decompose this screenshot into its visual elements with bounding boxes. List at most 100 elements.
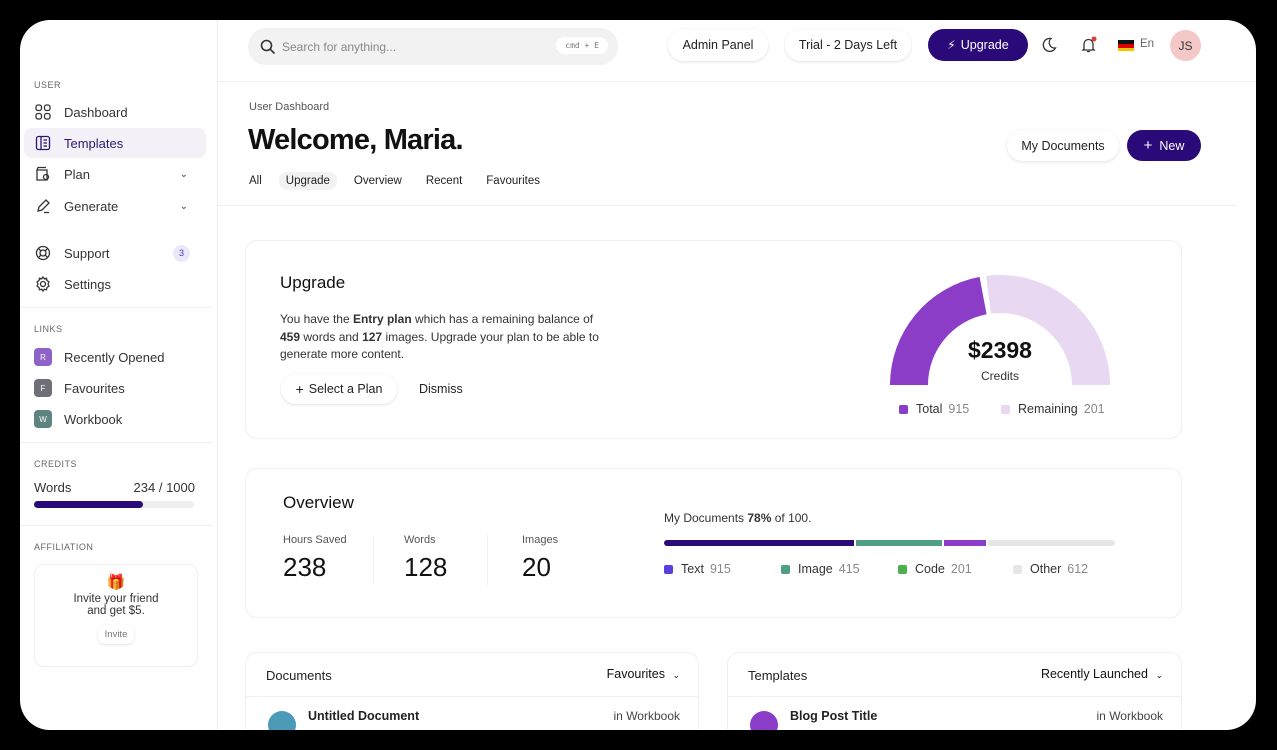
divider [728, 696, 1181, 697]
sidebar-link-recently-opened[interactable]: R Recently Opened [24, 342, 206, 372]
sidebar-link-favourites[interactable]: F Favourites [24, 373, 206, 403]
sidebar-item-settings[interactable]: Settings [24, 269, 206, 299]
search-placeholder: Search for anything... [282, 39, 397, 54]
gear-icon [34, 275, 52, 293]
main-content: User Dashboard Welcome, Maria. All Upgrad… [218, 82, 1256, 730]
wallet-icon [34, 165, 52, 183]
upgrade-card: Upgrade You have the Entry plan which ha… [245, 240, 1182, 439]
upgrade-button[interactable]: ⚡︎ Upgrade [928, 29, 1028, 61]
legend-label: Code [915, 562, 945, 576]
bolt-icon: ⚡︎ [947, 38, 956, 52]
search-input[interactable]: Search for anything... cmd + E [248, 28, 618, 65]
search-shortcut: cmd + E [556, 37, 608, 54]
sidebar: USER Dashboard Templates Plan ⌄ Generate ⌄ Sup… [20, 20, 218, 730]
sidebar-item-plan[interactable]: Plan ⌄ [24, 159, 206, 189]
select-plan-button[interactable]: + Select a Plan [281, 374, 397, 404]
chevron-down-icon: ⌄ [179, 200, 188, 212]
sidebar-link-label: Recently Opened [64, 349, 165, 365]
moon-icon[interactable] [1041, 37, 1057, 53]
legend-label: Other [1030, 562, 1062, 576]
legend-code: Code 201 [898, 562, 972, 576]
sidebar-link-label: Workbook [64, 411, 123, 427]
documents-stacked-bar [664, 540, 1115, 546]
legend-total: Total 915 [899, 402, 969, 416]
dismiss-button[interactable]: Dismiss [419, 382, 463, 396]
avatar[interactable]: JS [1170, 30, 1201, 61]
invite-button[interactable]: Invite [98, 625, 135, 644]
sidebar-item-label: Settings [64, 276, 111, 292]
sidebar-item-generate[interactable]: Generate ⌄ [24, 191, 206, 221]
legend-label: Image [798, 562, 833, 576]
sidebar-item-support[interactable]: Support 3 [24, 238, 206, 268]
text: generate more content. [280, 347, 405, 361]
stat-hours-saved: Hours Saved 238 [283, 534, 347, 583]
sidebar-item-dashboard[interactable]: Dashboard [24, 97, 206, 127]
templates-filter-dropdown[interactable]: Recently Launched ⌄ [1041, 667, 1163, 681]
legend-swatch [781, 564, 790, 574]
documents-card: Documents Favourites ⌄ Untitled Document… [245, 652, 699, 730]
stat-value: 128 [404, 552, 448, 582]
overview-title: Overview [283, 493, 354, 512]
sidebar-item-label: Templates [64, 135, 124, 151]
upgrade-description: You have the Entry plan which has a rema… [280, 311, 640, 364]
text: which has a remaining balance of [411, 312, 594, 326]
admin-panel-button[interactable]: Admin Panel [668, 29, 768, 61]
images-remaining: 127 [362, 329, 383, 344]
legend-swatch [1001, 404, 1010, 414]
divider [20, 525, 212, 526]
sidebar-item-label: Support [64, 245, 110, 261]
germany-flag-icon [1118, 40, 1134, 51]
legend-value: 201 [1083, 402, 1105, 416]
language-selector[interactable]: En [1140, 38, 1155, 50]
text: words and [300, 329, 363, 344]
affiliation-text: and get $5. [87, 605, 145, 617]
upgrade-label: Upgrade [960, 38, 1009, 52]
template-title[interactable]: Blog Post Title [790, 709, 878, 723]
sidebar-link-workbook[interactable]: W Workbook [24, 404, 206, 434]
legend-swatch [1013, 564, 1022, 574]
legend-value: 915 [709, 562, 731, 576]
documents-filter-dropdown[interactable]: Favourites ⌄ [607, 667, 680, 681]
legend-label: Remaining [1018, 402, 1078, 416]
section-label-affiliation: AFFILIATION [34, 542, 94, 552]
tab-favourites[interactable]: Favourites [486, 175, 540, 187]
tab-recent[interactable]: Recent [425, 175, 463, 187]
gauge-value: $2398 [968, 337, 1032, 363]
my-documents-button[interactable]: My Documents [1007, 130, 1119, 161]
plan-name: Entry plan [352, 312, 412, 326]
words-remaining: 459 [280, 329, 301, 344]
lifebuoy-icon [34, 244, 52, 262]
legend-remaining: Remaining 201 [1001, 402, 1105, 416]
document-title[interactable]: Untitled Document [308, 709, 420, 723]
stat-value: 238 [283, 552, 327, 582]
filter-label: Recently Launched [1040, 667, 1148, 681]
legend-swatch [664, 564, 673, 574]
document-icon [34, 134, 52, 152]
grid-icon [34, 103, 52, 121]
tab-upgrade[interactable]: Upgrade [278, 172, 337, 190]
templates-title: Templates [748, 668, 808, 683]
overview-card: Overview Hours Saved 238 Words 128 Images 20 … [245, 468, 1182, 618]
legend-value: 915 [948, 402, 970, 416]
templates-card: Templates Recently Launched ⌄ Blog Post … [727, 652, 1182, 730]
plus-icon: + [295, 381, 304, 397]
trial-button[interactable]: Trial - 2 Days Left [785, 29, 911, 61]
credits-gauge [890, 275, 1110, 385]
credits-words-label: Words [34, 480, 72, 495]
tab-overview[interactable]: Overview [353, 175, 402, 187]
legend-label: Text [681, 562, 704, 576]
documents-percent: 78% [747, 511, 772, 525]
gauge-total-arc [890, 276, 987, 385]
document-avatar [268, 711, 296, 730]
support-badge: 3 [173, 244, 190, 262]
legend-label: Total [916, 402, 943, 416]
credits-words-value: 234 / 1000 [133, 480, 195, 495]
tab-all[interactable]: All [249, 175, 262, 187]
documents-usage-text: My Documents 78% of 100. [664, 511, 811, 525]
section-label-user: USER [34, 80, 62, 90]
sidebar-item-templates[interactable]: Templates [24, 128, 206, 158]
affiliation-card: 🎁 Invite your friend and get $5. Invite [34, 564, 198, 667]
new-button[interactable]: + New [1127, 130, 1201, 161]
upgrade-title: Upgrade [280, 273, 346, 292]
bell-icon[interactable] [1080, 36, 1098, 54]
